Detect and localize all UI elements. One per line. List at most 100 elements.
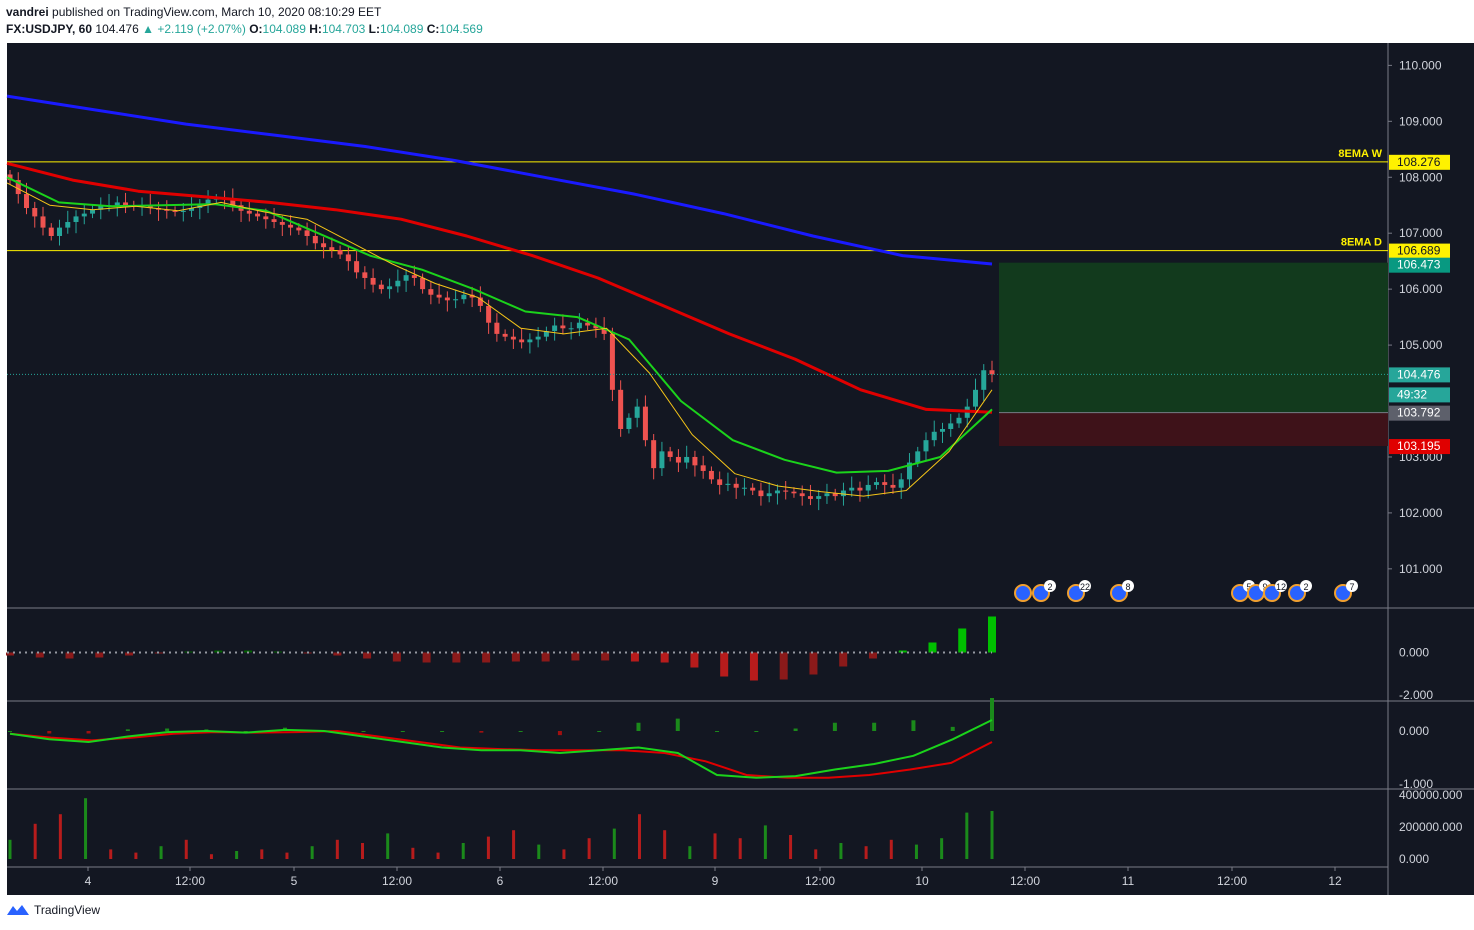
macd-line (9, 719, 993, 779)
candle-body (758, 490, 764, 497)
candle-body (684, 456, 690, 463)
macd-histogram-bar (950, 726, 955, 731)
event-count: 7 (1349, 582, 1354, 592)
brand-text: TradingView (34, 903, 101, 917)
candle-body (783, 490, 789, 492)
candle-body (898, 479, 904, 488)
squeeze-bar (571, 652, 580, 661)
macd-histogram-bar (440, 731, 445, 732)
candle-body (172, 210, 178, 212)
ema-slow-line (6, 161, 993, 414)
volume-bar (940, 838, 944, 859)
squeeze-bar (928, 642, 937, 653)
candle-body (180, 210, 186, 212)
squeeze-bar (511, 652, 520, 662)
candle-body (370, 277, 376, 285)
candle-body (255, 213, 261, 217)
candle-body (576, 322, 582, 329)
volume-tick-label: 400000.000 (1399, 788, 1463, 802)
candle-body (271, 219, 277, 223)
candle-body (733, 483, 739, 488)
ema-long-line (6, 94, 993, 266)
footer-brand: TradingView (6, 903, 100, 917)
squeeze-bar (958, 628, 967, 653)
candle-body (981, 370, 987, 390)
event-count: 5 (1246, 582, 1251, 592)
candle-body (477, 297, 483, 306)
macd-histogram-bar (47, 731, 52, 734)
candle-body (354, 261, 360, 273)
volume-bar (663, 830, 667, 859)
candle-body (189, 208, 195, 211)
volume-bar (33, 823, 37, 859)
volume-bar (562, 849, 566, 859)
candle-body (585, 322, 591, 326)
ema-hline-label: 8EMA W (1338, 148, 1382, 160)
last-price: 104.476 (95, 22, 139, 36)
author[interactable]: vandrei (6, 5, 49, 19)
event-count: 2 (1303, 582, 1308, 592)
candle-body (609, 333, 615, 390)
candle-body (824, 493, 830, 497)
candle-body (849, 487, 855, 491)
volume-bar (537, 844, 541, 859)
publication-line: vandrei published on TradingView.com, Ma… (6, 5, 381, 19)
high-label: H: (309, 22, 322, 36)
volume-bar (184, 839, 188, 859)
squeeze-bar (720, 652, 729, 677)
open-label: O: (249, 22, 263, 36)
volume-tick-label: 0.000 (1399, 852, 1429, 866)
target-price-tag-bg (1389, 257, 1450, 273)
candle-body (766, 493, 772, 497)
squeeze-bar (779, 652, 788, 680)
candle-body (593, 325, 599, 329)
volume-bar (965, 812, 969, 859)
candle-body (502, 333, 508, 337)
candle-body (24, 194, 30, 209)
candle-body (535, 336, 541, 340)
candle-body (510, 336, 516, 340)
squeeze-bar (749, 652, 758, 681)
volume-bar (134, 852, 138, 859)
candle-body (57, 227, 63, 236)
last-price-tag: 104.476 (1397, 367, 1441, 381)
candle-body (263, 216, 269, 220)
squeeze-bar (6, 652, 14, 656)
volume-bar (612, 828, 616, 859)
candle-body (956, 417, 962, 424)
squeeze-bar (422, 652, 431, 663)
squeeze-bar (601, 652, 610, 661)
ema-w-price-tag-bg (1389, 154, 1450, 170)
squeeze-bar (630, 652, 639, 662)
squeeze-bar (690, 652, 699, 668)
squeeze-bar (95, 652, 104, 658)
event-count: 12 (1276, 582, 1286, 592)
macd-histogram-bar (86, 731, 91, 734)
candle-body (453, 299, 459, 301)
volume-bar (512, 830, 516, 859)
open-value: 104.089 (262, 22, 306, 36)
candle-body (601, 328, 607, 334)
price-tick-label: 106.000 (1399, 282, 1443, 296)
volume-bar (411, 847, 415, 859)
time-tick-label: 4 (85, 874, 92, 888)
event-count-bg (1275, 580, 1287, 592)
candle-body (329, 247, 335, 250)
volume-bar (864, 846, 868, 859)
candle-body (948, 423, 954, 429)
time-tick-label: 9 (712, 874, 719, 888)
candle-body (807, 496, 813, 499)
macd-histogram-bar (361, 731, 366, 732)
candle-body (362, 272, 368, 278)
squeeze-bar (35, 652, 44, 658)
candle-body (337, 249, 343, 255)
squeeze-tick-label: -2.000 (1399, 688, 1433, 702)
close-value: 104.569 (439, 22, 483, 36)
macd-histogram-bar (518, 731, 523, 732)
macd-tick-label: 0.000 (1399, 724, 1429, 738)
squeeze-tick-label: 0.000 (1399, 646, 1429, 660)
volume-bar (587, 838, 591, 859)
time-tick-label: 6 (497, 874, 504, 888)
candle-body (659, 451, 665, 469)
